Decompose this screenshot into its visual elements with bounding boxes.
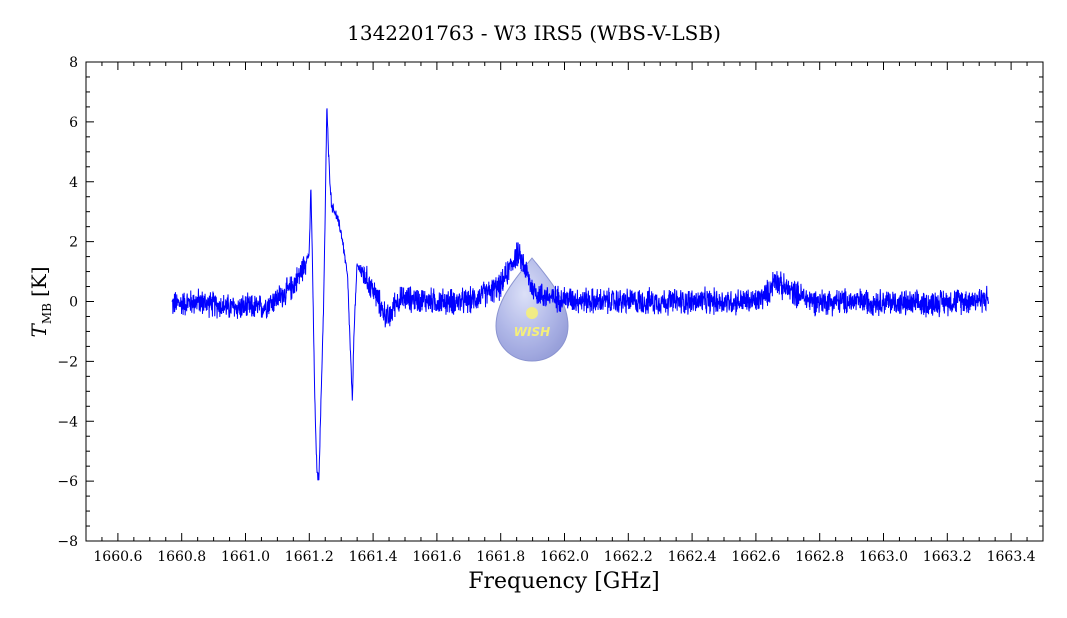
x-tick-label: 1660.8	[157, 549, 206, 565]
y-tick-label: −2	[57, 354, 78, 370]
x-tick-label: 1662.2	[604, 549, 653, 565]
x-tick-label: 1661.4	[349, 549, 398, 565]
y-tick-label: 2	[69, 235, 78, 251]
x-tick-label: 1662.8	[795, 549, 844, 565]
y-axis-label: TMB [K]	[27, 267, 54, 338]
x-tick-label: 1661.6	[412, 549, 461, 565]
x-axis-label: Frequency [GHz]	[468, 569, 660, 594]
y-axis-label-unit: [K]	[27, 267, 51, 298]
y-axis-ticks: −8 −6 −4 −2 0 2 4 6 8	[57, 55, 1043, 550]
y-tick-label: −6	[57, 474, 78, 490]
y-tick-label: 8	[69, 55, 78, 71]
series-layer	[171, 108, 990, 481]
x-tick-label: 1661.8	[476, 549, 525, 565]
x-tick-label: 1661.2	[285, 549, 334, 565]
star-icon	[526, 307, 538, 319]
y-tick-label: 6	[69, 115, 78, 131]
x-tick-label: 1662.0	[540, 549, 589, 565]
spectrum-line	[171, 108, 990, 481]
y-tick-label: 0	[69, 295, 78, 311]
x-tick-label: 1663.2	[923, 549, 972, 565]
y-tick-label: −8	[57, 534, 78, 550]
x-tick-label: 1663.0	[859, 549, 908, 565]
x-tick-label: 1661.0	[221, 549, 270, 565]
logo-text: WISH	[514, 325, 550, 339]
x-tick-label: 1662.4	[668, 549, 717, 565]
y-axis-label-symbol: T	[27, 323, 51, 338]
y-axis-label-subscript: MB	[40, 303, 54, 324]
chart-title: 1342201763 - W3 IRS5 (WBS-V-LSB)	[347, 21, 721, 45]
x-tick-label: 1663.4	[987, 549, 1036, 565]
x-tick-label: 1662.6	[731, 549, 780, 565]
y-tick-label: 4	[69, 175, 78, 191]
x-axis-ticks: 1660.6 1660.8 1661.0 1661.2 1661.4 1661.6 1661…	[85, 62, 1044, 565]
wish-logo: WISH	[495, 257, 569, 362]
y-tick-label: −4	[57, 414, 78, 430]
x-tick-label: 1660.6	[93, 549, 142, 565]
